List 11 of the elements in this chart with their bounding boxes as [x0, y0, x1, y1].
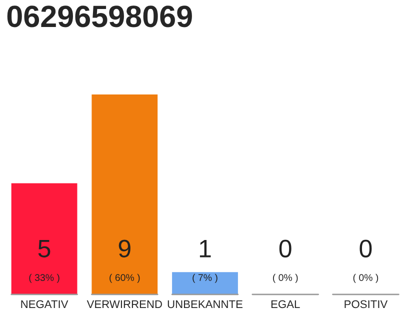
data-label: 0 ( 0% ) — [353, 240, 378, 283]
x-tick-label: VERWIRREND — [86, 300, 162, 308]
data-label: 0 ( 0% ) — [273, 240, 298, 283]
data-label: 9 ( 60% ) — [110, 240, 140, 283]
x-tick-label: NEGATIV — [21, 300, 68, 308]
chart-title: 06296598069 — [7, 6, 192, 28]
data-label: 1 ( 7% ) — [192, 240, 218, 283]
x-tick-label: POSITIV — [344, 300, 388, 308]
x-tick-label: UNBEKANNTE — [168, 300, 242, 308]
x-tick-label: EGAL — [271, 300, 300, 308]
data-label: 5 ( 33% ) — [29, 240, 60, 283]
